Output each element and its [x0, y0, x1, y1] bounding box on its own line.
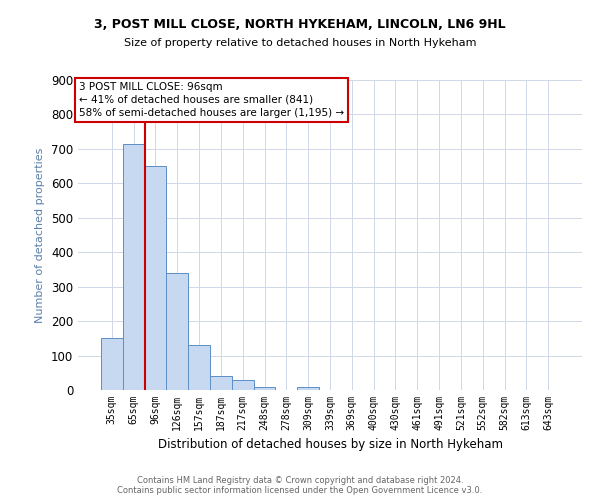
Bar	[297, 387, 319, 390]
Bar	[145, 166, 166, 390]
Bar	[123, 144, 145, 390]
Bar	[210, 376, 232, 390]
Text: 3 POST MILL CLOSE: 96sqm
← 41% of detached houses are smaller (841)
58% of semi-: 3 POST MILL CLOSE: 96sqm ← 41% of detach…	[79, 82, 344, 118]
X-axis label: Distribution of detached houses by size in North Hykeham: Distribution of detached houses by size …	[157, 438, 503, 452]
Y-axis label: Number of detached properties: Number of detached properties	[35, 148, 46, 322]
Bar	[232, 380, 254, 390]
Bar	[101, 338, 123, 390]
Bar	[254, 386, 275, 390]
Text: Contains HM Land Registry data © Crown copyright and database right 2024.
Contai: Contains HM Land Registry data © Crown c…	[118, 476, 482, 495]
Bar	[188, 345, 210, 390]
Text: 3, POST MILL CLOSE, NORTH HYKEHAM, LINCOLN, LN6 9HL: 3, POST MILL CLOSE, NORTH HYKEHAM, LINCO…	[94, 18, 506, 30]
Bar	[166, 273, 188, 390]
Text: Size of property relative to detached houses in North Hykeham: Size of property relative to detached ho…	[124, 38, 476, 48]
